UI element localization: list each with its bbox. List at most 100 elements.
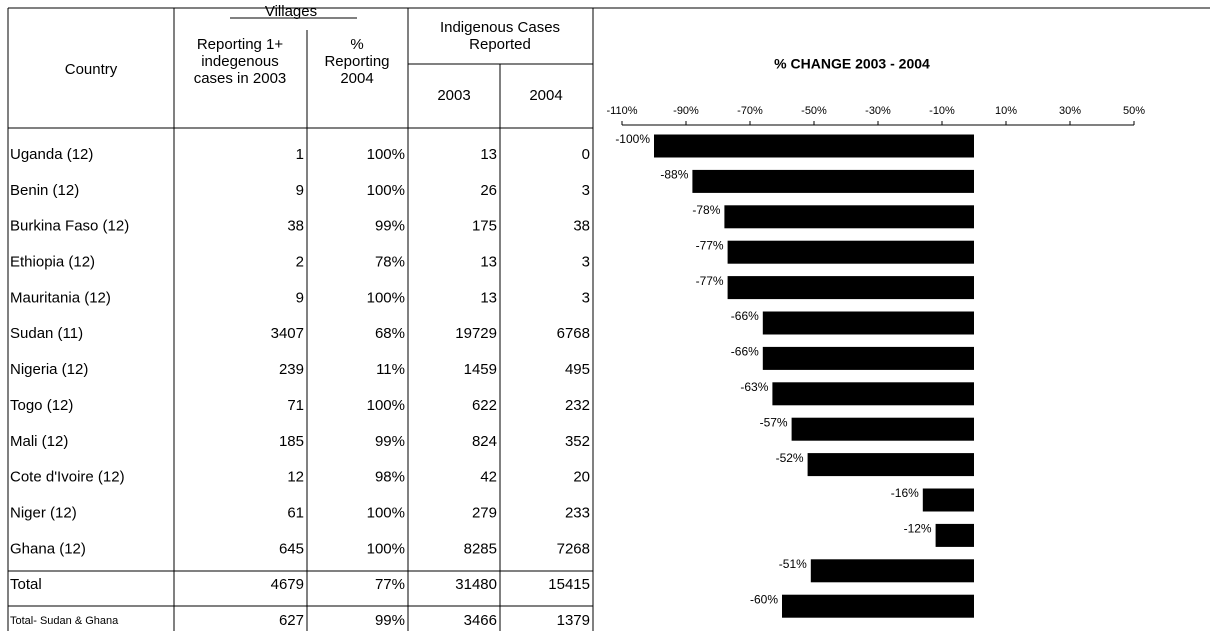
cell: 31480 [455,576,497,593]
x-tick-label: -70% [737,105,763,117]
row-label: Ghana (12) [10,540,86,557]
header: Reporting 1+ [197,36,284,53]
cell: 622 [472,397,497,414]
cell: 233 [565,504,590,521]
cell: 100% [367,182,405,199]
bar [692,169,974,193]
cell: 352 [565,433,590,450]
data-label: -78% [692,203,720,217]
bar [772,382,974,406]
data-label: -66% [731,309,759,323]
bar [762,346,974,370]
x-tick-label: -30% [865,105,891,117]
row-label: Togo (12) [10,397,73,414]
cell: 3 [582,254,590,271]
cell: 77% [375,576,405,593]
x-tick-label: -110% [607,105,638,117]
header: Indigenous Cases [440,19,560,36]
x-tick-label: -90% [673,105,699,117]
cell: 824 [472,433,497,450]
data-label: -77% [696,238,724,252]
cell: 42 [480,469,497,486]
cell: 38 [287,218,304,235]
data-label: -88% [660,168,688,182]
cell: 232 [565,397,590,414]
cell: 1379 [557,612,590,629]
cell: 98% [375,469,405,486]
header: 2004 [340,70,373,87]
bar [810,559,974,583]
bar [791,417,974,441]
cell: 6768 [557,325,590,342]
header: cases in 2003 [194,70,287,87]
header: Villages [265,3,317,20]
header: Reported [469,36,531,53]
data-label: -60% [750,592,778,606]
cell: 239 [279,361,304,378]
cell: 20 [573,469,590,486]
data-label: -51% [779,557,807,571]
bar [922,488,974,512]
header: indegenous [201,53,279,70]
row-label: Total [10,576,42,593]
data-label: -66% [731,345,759,359]
cell: 645 [279,540,304,557]
cell: 13 [480,289,497,306]
bar [654,134,974,158]
header: Country [65,61,118,78]
bar [782,594,974,618]
row-label: Nigeria (12) [10,361,88,378]
row-label: Uganda (12) [10,146,93,163]
bar [727,276,974,300]
header: 2003 [437,87,470,104]
cell: 61 [287,504,304,521]
data-label: -100% [615,132,650,146]
cell: 19729 [455,325,497,342]
data-label: -63% [740,380,768,394]
cell: 4679 [271,576,304,593]
cell: 68% [375,325,405,342]
data-label: -57% [760,415,788,429]
cell: 0 [582,146,590,163]
row-label: Sudan (11) [10,325,83,342]
row-label: Burkina Faso (12) [10,218,129,235]
header: % [350,36,363,53]
bar [727,240,974,264]
cell: 185 [279,433,304,450]
cell: 100% [367,504,405,521]
cell: 3 [582,289,590,306]
cell: 26 [480,182,497,199]
cell: 13 [480,146,497,163]
data-label: -52% [776,451,804,465]
cell: 9 [296,289,304,306]
cell: 38 [573,218,590,235]
cell: 1 [296,146,304,163]
bar [724,205,974,229]
bar [807,453,974,477]
cell: 99% [375,612,405,629]
chart-title: % CHANGE 2003 - 2004 [774,56,930,72]
cell: 7268 [557,540,590,557]
cell: 495 [565,361,590,378]
header: 2004 [529,87,562,104]
bar [762,311,974,335]
row-label: Mauritania (12) [10,289,111,306]
x-tick-label: 50% [1123,105,1145,117]
cell: 9 [296,182,304,199]
cell: 12 [287,469,304,486]
cell: 78% [375,254,405,271]
cell: 99% [375,218,405,235]
x-tick-label: -50% [801,105,827,117]
cell: 627 [279,612,304,629]
x-tick-label: 30% [1059,105,1081,117]
row-label: Cote d'Ivoire (12) [10,469,125,486]
cell: 100% [367,289,405,306]
row-label: Mali (12) [10,433,68,450]
cell: 11% [376,361,405,378]
cell: 13 [480,254,497,271]
cell: 2 [296,254,304,271]
row-label: Ethiopia (12) [10,254,95,271]
cell: 100% [367,397,405,414]
cell: 99% [375,433,405,450]
